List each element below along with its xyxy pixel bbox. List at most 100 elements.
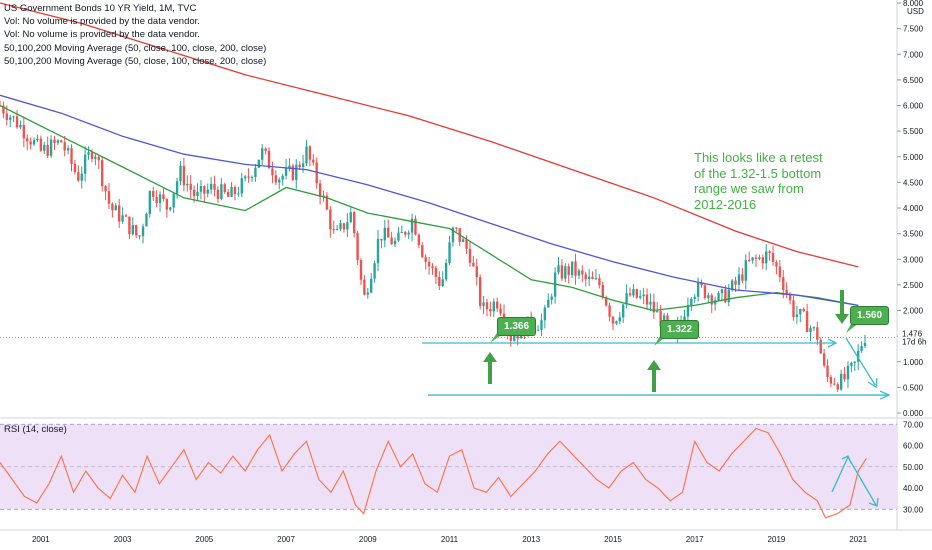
time-tick-label: 2001 [32,535,50,544]
legend-volume-2[interactable]: Vol: No volume is provided by the data v… [4,29,200,41]
candle-body [49,139,53,156]
candle-body [802,309,805,312]
candle-body [90,152,94,159]
candle-body [788,294,792,301]
candle-body [257,159,261,168]
candle-body [271,168,274,176]
candle-body [584,274,587,280]
time-axis[interactable]: 2001 2003 2005 2007 2009 2011 2013 2015 2017 2019… [0,529,932,544]
projection-line [845,337,876,386]
candle-body [87,152,90,155]
price-pane[interactable]: 0.0000.5001.0001.5002.0002.5003.0003.500… [0,0,932,530]
candle-body [799,309,802,315]
candle-body [441,279,444,287]
time-tick-label: 2003 [114,535,132,544]
time-tick-label: 2015 [604,535,622,544]
legend-title[interactable]: US Government Bonds 10 YR Yield, 1M, TVC [4,3,197,14]
candle-body [155,197,158,204]
price-tick-label: 2.000 [903,307,924,316]
candle-body [710,295,713,305]
legend-ma-2[interactable]: 50,100,200 Moving Average (50, close, 10… [4,55,267,67]
candle-body [516,335,519,339]
candle-body [26,138,29,142]
annotation-text[interactable]: This looks like a retest of the 1.32-1.5… [694,150,823,212]
candle-body [223,184,226,193]
candle-body [244,176,247,179]
last-price-callout[interactable]: 1.560 [850,306,890,325]
candle-body [839,373,843,390]
candle-body [138,235,141,237]
drawing-overlays [422,290,891,507]
rsi-line [0,427,867,519]
candle-body [574,261,577,276]
candle-body [472,262,475,267]
candle-body [482,302,485,306]
candle-body [421,245,424,258]
candle-body [795,314,799,317]
rsi-legend[interactable]: RSI (14, close) [4,424,67,435]
candle-body [114,205,117,211]
candle-body [434,267,438,277]
candle-body [288,165,291,168]
candle-body [397,232,400,241]
candle-body [46,145,49,156]
candle-body [822,353,826,366]
rsi-projection-head-down [868,497,879,507]
time-tick-label: 2017 [686,535,704,544]
candle-body [73,163,77,173]
low-tag-2016[interactable]: 1.322 [660,320,700,339]
rsi-tick-label: 60.00 [903,442,924,451]
candle-body [226,192,230,197]
candle-body [390,237,393,245]
candle-body [567,266,570,276]
candle-body [410,218,414,233]
candle-body [754,257,758,259]
candle-body [499,308,502,314]
candle-body [622,304,625,318]
price-tick-label: 5.500 [903,127,924,136]
candle-body [128,216,131,235]
candle-body [686,305,690,317]
candle-body [765,251,768,264]
candle-body [172,193,175,208]
candle-body [97,156,100,161]
candle-body [117,205,121,222]
candle-body [591,276,594,279]
candle-body [107,191,111,204]
candle-body [29,141,32,145]
candle-body [2,105,5,114]
candle-body [158,194,162,204]
rsi-tick-label: 70.00 [903,420,924,429]
candle-body [543,307,547,321]
price-tick-label: 0.500 [903,383,924,392]
candle-body [370,278,373,293]
legend-volume-1[interactable]: Vol: No volume is provided by the data v… [4,16,200,28]
candle-body [639,296,642,298]
projection-arrowhead [867,377,878,389]
candle-body [478,277,482,306]
candle-body [696,282,700,297]
candle-body [431,266,434,268]
candle-body [448,242,451,264]
moving-average-line [0,104,859,312]
candle-body [734,280,737,285]
candle-body [652,301,656,313]
candle-body [632,289,635,296]
candle-body [220,184,223,199]
candle-body [829,376,833,384]
candle-body [615,321,618,324]
candle-body [322,195,325,197]
candle-body [12,116,15,118]
candle-body [782,277,785,290]
candle-body [209,183,213,190]
price-tick-label: 0.000 [903,409,924,418]
candle-body [775,262,778,267]
legend-ma-1[interactable]: 50,100,200 Moving Average (50, close, 10… [4,42,267,54]
candle-body [43,145,46,151]
rsi-pane[interactable]: 30.00 40.00 50.00 60.00 70.00 [0,420,924,519]
candle-body [179,165,182,182]
low-tag-2012[interactable]: 1.366 [497,317,537,336]
time-tick-label: 2007 [277,535,295,544]
candle-body [863,342,867,347]
